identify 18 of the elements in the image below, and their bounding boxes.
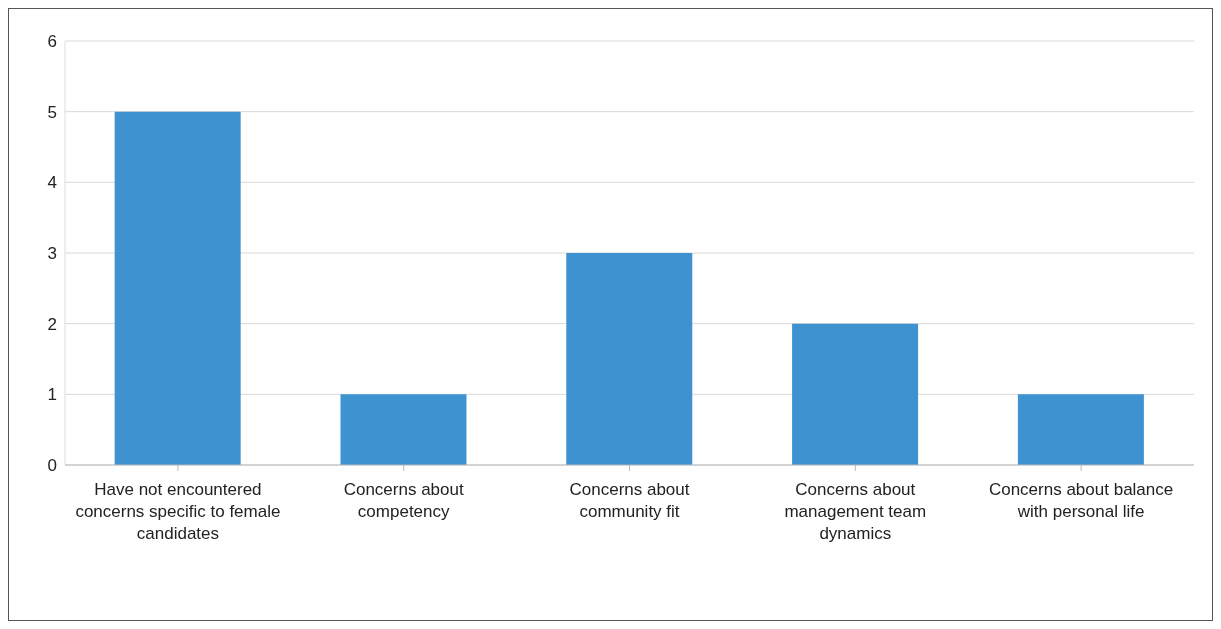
- y-tick-label: 3: [47, 244, 57, 264]
- y-tick-label: 5: [47, 102, 57, 122]
- bar: [566, 253, 693, 465]
- y-tick-label: 2: [47, 314, 57, 334]
- bar: [1017, 394, 1144, 465]
- bar: [340, 394, 467, 465]
- x-tick-label: Concerns about community fit: [569, 480, 690, 522]
- y-tick-label: 0: [47, 456, 57, 476]
- y-tick-label: 1: [47, 385, 57, 405]
- x-tick-label: Concerns about balance with personal life: [988, 480, 1174, 522]
- x-tick-label: Concerns about management team dynamics: [784, 480, 927, 544]
- y-tick-label: 6: [47, 32, 57, 52]
- chart-frame: Have not encountered concerns specific to female candidates Concerns about competency Concerns about community fit Concerns about management team dynamics Concerns about balance with personal life 0 1 2 3 4 5 6: [8, 8, 1213, 621]
- y-tick-label: 4: [47, 173, 57, 193]
- bar: [792, 323, 919, 465]
- x-tick-label: Have not encountered concerns specific to female candidates: [75, 480, 281, 544]
- bar: [114, 111, 241, 465]
- x-tick-label: Concerns about competency: [343, 480, 464, 522]
